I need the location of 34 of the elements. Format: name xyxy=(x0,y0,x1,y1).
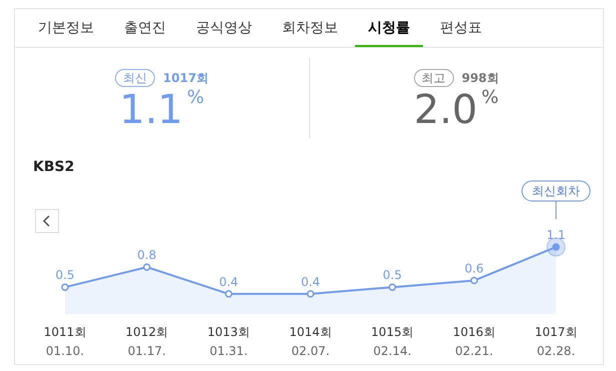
point xyxy=(143,263,151,271)
data-label: 0.5 xyxy=(55,268,75,282)
data-label: 0.4 xyxy=(219,274,238,289)
chart-subtitle: KBS2 xyxy=(33,159,74,175)
text: 편성표 xyxy=(439,19,483,38)
text: 1017회 xyxy=(163,71,208,85)
point xyxy=(388,283,396,291)
text: 998회 xyxy=(462,71,499,85)
text: 출연진 xyxy=(123,19,167,38)
x-tick-label: 1015회 02.14. xyxy=(371,325,414,358)
data-label: 0.4 xyxy=(300,274,320,289)
text: 최신 xyxy=(115,69,156,87)
x-tick-label: 1016회 02.21. xyxy=(452,325,496,358)
point xyxy=(306,290,314,298)
point xyxy=(61,283,69,291)
x-tick-label: 1013회 01.31. xyxy=(207,325,250,358)
text: 최고 xyxy=(414,69,454,87)
text: 2.0% xyxy=(412,87,500,133)
x-tick-label: 1011회 01.10. xyxy=(44,325,86,358)
point xyxy=(224,290,232,298)
data-label: 0.8 xyxy=(137,248,156,262)
text: 시청률 xyxy=(355,9,423,47)
text: 기본정보 xyxy=(37,19,95,38)
x-tick-label: 1012회 01.17. xyxy=(126,325,168,358)
text: 최신회차 xyxy=(532,184,580,198)
text: 1.1% xyxy=(118,87,206,133)
text: 회차정보 xyxy=(281,19,339,38)
data-label: 0.5 xyxy=(382,268,402,282)
x-tick-label: 1017회 02.28. xyxy=(534,325,578,358)
text: 공식영상 xyxy=(195,19,253,38)
data-label: 1.1 xyxy=(546,228,566,242)
point xyxy=(470,276,478,284)
x-tick-label: 1014회 02.07. xyxy=(289,325,332,358)
data-label: 0.6 xyxy=(464,262,484,276)
